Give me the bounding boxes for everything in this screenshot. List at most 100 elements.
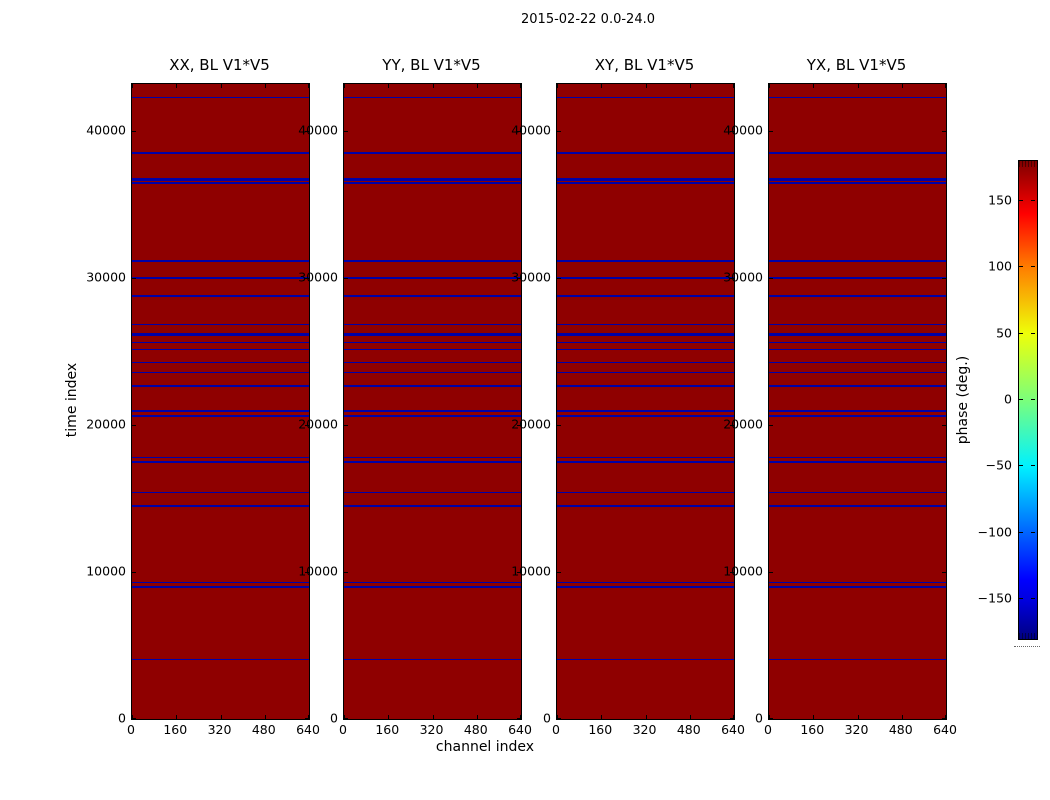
x-tick-mark-top — [476, 84, 478, 88]
panel-title-xy: XY, BL V1*V5 — [594, 56, 695, 74]
x-tick-label: 0 — [764, 722, 772, 737]
colorbar-tick-mark-left — [1019, 399, 1023, 400]
x-tick-label: 640 — [933, 722, 957, 737]
heatmap-panel-yy — [343, 83, 522, 720]
x-tick-label: 160 — [588, 722, 613, 737]
panel-title-xx: XX, BL V1*V5 — [169, 56, 270, 74]
heatmap-panel-xx — [131, 83, 310, 720]
flagged-row-line — [132, 177, 309, 181]
flagged-row-line — [557, 586, 734, 588]
flagged-row-line — [557, 491, 734, 494]
flagged-row-line — [557, 323, 734, 326]
flagged-row-line — [132, 276, 309, 279]
flagged-row-line — [769, 182, 946, 184]
y-tick-mark-right — [942, 131, 946, 133]
flagged-row-line — [769, 581, 946, 584]
flagged-row-line — [769, 332, 946, 336]
x-tick-mark-top — [557, 84, 558, 88]
flagged-row-line — [557, 461, 734, 463]
flagged-row-line — [132, 348, 309, 351]
y-tick-label: 20000 — [723, 416, 763, 432]
flagged-row-line — [132, 182, 309, 184]
colorbar-tick-mark-left — [1019, 199, 1023, 201]
y-tick-label: 20000 — [511, 416, 551, 432]
y-tick-mark-left — [769, 278, 773, 280]
flagged-row-line — [557, 348, 734, 351]
flagged-row-line — [344, 323, 521, 326]
flagged-row-line — [769, 276, 946, 279]
x-tick-mark-bottom — [388, 715, 390, 719]
colorbar-tick-label: −150 — [977, 590, 1012, 606]
flagged-row-line — [769, 348, 946, 351]
x-tick-mark-bottom — [813, 715, 815, 719]
y-tick-mark-right — [305, 131, 309, 133]
colorbar-tick-label: 50 — [996, 325, 1012, 341]
flagged-row-line — [344, 177, 521, 181]
colorbar-tick-mark-right — [1031, 199, 1035, 201]
flagged-row-line — [557, 260, 734, 262]
y-tick-mark-left — [557, 425, 561, 427]
y-tick-label: 0 — [543, 710, 551, 726]
x-tick-label: 320 — [419, 722, 444, 737]
x-tick-label: 0 — [339, 722, 347, 737]
x-tick-mark-top — [689, 84, 691, 88]
y-tick-mark-right — [730, 278, 734, 280]
y-tick-label: 0 — [755, 710, 763, 726]
x-tick-label: 320 — [632, 722, 657, 737]
flagged-row-line — [132, 341, 309, 344]
y-tick-mark-right — [305, 278, 309, 280]
flagged-row-line — [344, 276, 521, 279]
y-tick-mark-right — [517, 278, 521, 280]
y-tick-mark-right — [942, 572, 946, 573]
x-tick-mark-bottom — [645, 715, 647, 719]
y-tick-label: 30000 — [723, 269, 763, 285]
y-tick-mark-left — [344, 425, 348, 427]
flagged-row-line — [132, 152, 309, 154]
flagged-row-line — [557, 361, 734, 364]
flagged-row-line — [132, 295, 309, 297]
y-tick-label: 40000 — [723, 122, 763, 138]
flagged-row-line — [344, 410, 521, 412]
x-tick-mark-top — [344, 84, 345, 88]
colorbar-tick-label: −100 — [977, 524, 1012, 540]
colorbar-dotted-edge — [1014, 646, 1040, 647]
x-tick-label: 160 — [375, 722, 400, 737]
y-tick-mark-right — [517, 131, 521, 133]
flagged-row-line — [344, 348, 521, 351]
panel-title-yx: YX, BL V1*V5 — [806, 56, 907, 74]
flagged-row-line — [132, 361, 309, 364]
y-tick-label: 30000 — [298, 269, 338, 285]
flagged-row-line — [769, 410, 946, 412]
flagged-row-line — [132, 505, 309, 507]
y-tick-mark-right — [305, 572, 309, 573]
flagged-row-line — [769, 295, 946, 297]
colorbar-tick-mark-right — [1031, 266, 1035, 268]
flagged-row-line — [769, 461, 946, 463]
flagged-row-line — [344, 505, 521, 507]
x-tick-mark-bottom — [901, 715, 903, 719]
x-tick-mark-bottom — [945, 715, 946, 719]
flagged-row-line — [769, 323, 946, 326]
y-tick-mark-right — [942, 718, 946, 719]
x-tick-mark-top — [220, 84, 222, 88]
y-tick-label: 40000 — [86, 122, 126, 138]
y-tick-label: 10000 — [511, 563, 551, 579]
flagged-row-line — [769, 586, 946, 588]
flagged-row-line — [344, 182, 521, 184]
flagged-row-line — [344, 385, 521, 387]
x-tick-label: 640 — [296, 722, 320, 737]
y-tick-mark-left — [344, 572, 348, 573]
flagged-row-line — [769, 456, 946, 459]
colorbar-tick-mark-right — [1031, 399, 1035, 400]
flagged-row-line — [557, 332, 734, 336]
flagged-row-line — [344, 295, 521, 297]
flagged-row-line — [344, 491, 521, 494]
x-tick-mark-top — [601, 84, 603, 88]
flagged-row-line — [344, 96, 521, 99]
colorbar-tick-mark-left — [1019, 332, 1023, 334]
x-tick-mark-top — [945, 84, 946, 88]
flagged-row-line — [132, 586, 309, 588]
flagged-row-line — [557, 295, 734, 297]
figure-title: 2015-02-22 0.0-24.0 — [521, 12, 655, 27]
flagged-row-line — [344, 361, 521, 364]
